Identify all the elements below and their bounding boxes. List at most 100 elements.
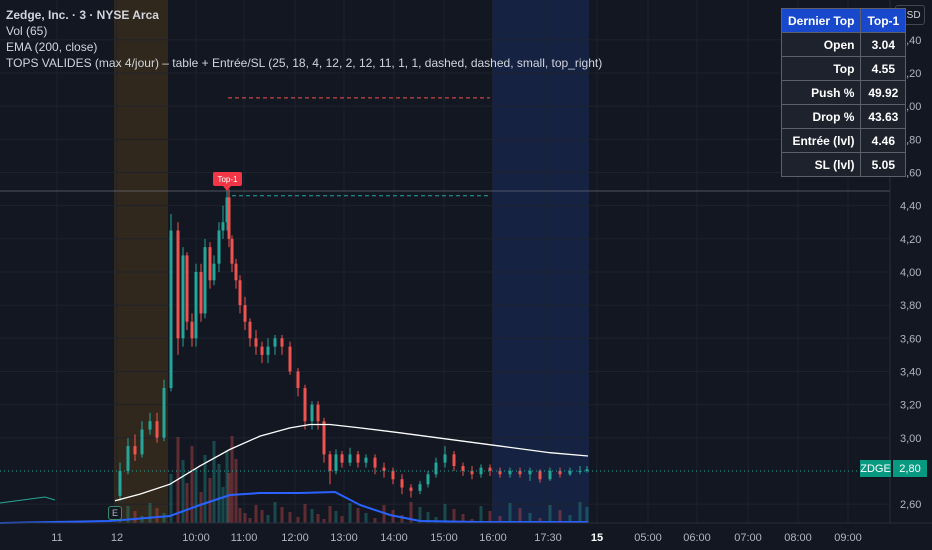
candle-body — [310, 404, 314, 422]
table-row: SL (lvl) 5.05 — [780, 152, 907, 177]
volume-bar — [238, 508, 242, 523]
volume-bar — [303, 504, 307, 523]
y-tick-label: 3,60 — [900, 333, 921, 345]
candle-body — [434, 462, 438, 475]
candle-body — [364, 457, 368, 463]
volume-bar — [409, 502, 413, 523]
symbol-title[interactable]: Zedge, Inc. · 3 · NYSE Arca — [6, 8, 159, 22]
volume-bar — [234, 459, 238, 523]
candle-body — [148, 421, 152, 430]
x-tick-label: 09:00 — [834, 532, 862, 544]
volume-bar — [217, 464, 221, 523]
volume-bar — [280, 507, 284, 523]
candle-body — [488, 467, 492, 471]
y-tick-label: 4,40 — [900, 201, 921, 213]
indicator-tops[interactable]: TOPS VALIDES (max 4/jour) – table + Entr… — [6, 56, 603, 70]
top-marker-label[interactable]: Top-1 — [213, 172, 242, 191]
indicator-ema[interactable]: EMA (200, close) — [6, 40, 98, 54]
chart-legend: Zedge, Inc. · 3 · NYSE Arca Vol (65) EMA… — [6, 7, 602, 71]
candle-body — [266, 346, 270, 355]
volume-bar — [230, 436, 234, 523]
table-row: Drop % 43.63 — [780, 104, 907, 129]
volume-bar — [185, 483, 189, 523]
candle-body — [260, 346, 264, 355]
volume-ma-line — [0, 490, 588, 524]
x-tick-label: 15 — [591, 532, 603, 544]
candle-body — [322, 421, 326, 455]
candle-body — [155, 421, 159, 438]
candle-body — [288, 346, 292, 372]
table-cell-value: 5.05 — [860, 152, 907, 177]
candle-body — [391, 470, 395, 480]
candle-body — [373, 457, 377, 468]
candle-body — [382, 467, 386, 471]
table-cell-value: 43.63 — [860, 104, 907, 129]
x-tick-label: 13:00 — [330, 532, 358, 544]
candle-body — [296, 371, 300, 389]
earnings-marker[interactable]: E — [108, 506, 122, 520]
candle-body — [452, 454, 456, 466]
table-cell-label: SL (lvl) — [780, 152, 862, 177]
candle-body — [568, 470, 572, 475]
volume-bar — [558, 510, 562, 523]
volume-bar — [227, 473, 231, 523]
candle-body — [400, 479, 404, 488]
volume-bar — [443, 504, 447, 523]
candle-body — [176, 230, 180, 339]
candle-body — [273, 338, 277, 347]
candle-body — [548, 470, 552, 480]
table-cell-value: 49.92 — [860, 80, 907, 105]
candle-body — [234, 263, 238, 281]
x-tick-label: 14:00 — [380, 532, 408, 544]
candle-body — [303, 388, 307, 422]
volume-bar — [148, 503, 152, 523]
table-row: Push % 49.92 — [780, 80, 907, 105]
x-tick-label: 16:00 — [479, 532, 507, 544]
candle-body — [356, 454, 360, 463]
volume-bar — [585, 507, 589, 523]
indicator-volume[interactable]: Vol (65) — [6, 24, 48, 38]
volume-bar — [296, 517, 300, 523]
volume-bar — [334, 511, 338, 523]
candle-body — [194, 271, 198, 339]
candle-body — [227, 197, 231, 239]
volume-bar — [340, 516, 344, 523]
candle-body — [518, 470, 522, 475]
table-header-row: Dernier Top Top-1 — [780, 8, 907, 33]
y-tick-label: 3,00 — [900, 433, 921, 445]
candle-body — [443, 454, 447, 463]
table-header-value: Top-1 — [860, 8, 907, 33]
volume-bar — [479, 506, 483, 523]
volume-bar — [288, 512, 292, 523]
volume-bar — [212, 441, 216, 523]
volume-bar — [133, 511, 137, 523]
volume-bar — [498, 516, 502, 523]
candle-body — [118, 470, 122, 496]
volume-bar — [126, 506, 130, 523]
volume-bar — [538, 518, 542, 523]
volume-bar — [488, 511, 492, 523]
y-tick-label: 3,20 — [900, 400, 921, 412]
x-tick-label: 08:00 — [784, 532, 812, 544]
volume-bar — [169, 474, 173, 523]
table-cell-label: Drop % — [780, 104, 862, 129]
candle-body — [538, 470, 542, 480]
volume-bar — [434, 517, 438, 523]
candle-body — [126, 446, 130, 471]
volume-bar — [356, 508, 360, 523]
x-tick-label: 17:30 — [534, 532, 562, 544]
candle-body — [280, 338, 284, 347]
volume-bar — [568, 515, 572, 523]
candle-body — [217, 230, 221, 264]
volume-bar — [328, 506, 332, 523]
volume-bar — [452, 509, 456, 523]
table-cell-value: 4.46 — [860, 128, 907, 153]
candle-body — [340, 454, 344, 463]
candle-body — [248, 321, 252, 339]
volume-bar — [518, 508, 522, 523]
table-cell-value: 4.55 — [860, 56, 907, 81]
candle-body — [133, 446, 137, 455]
y-tick-label: 4,20 — [900, 234, 921, 246]
volume-bar — [181, 460, 185, 523]
